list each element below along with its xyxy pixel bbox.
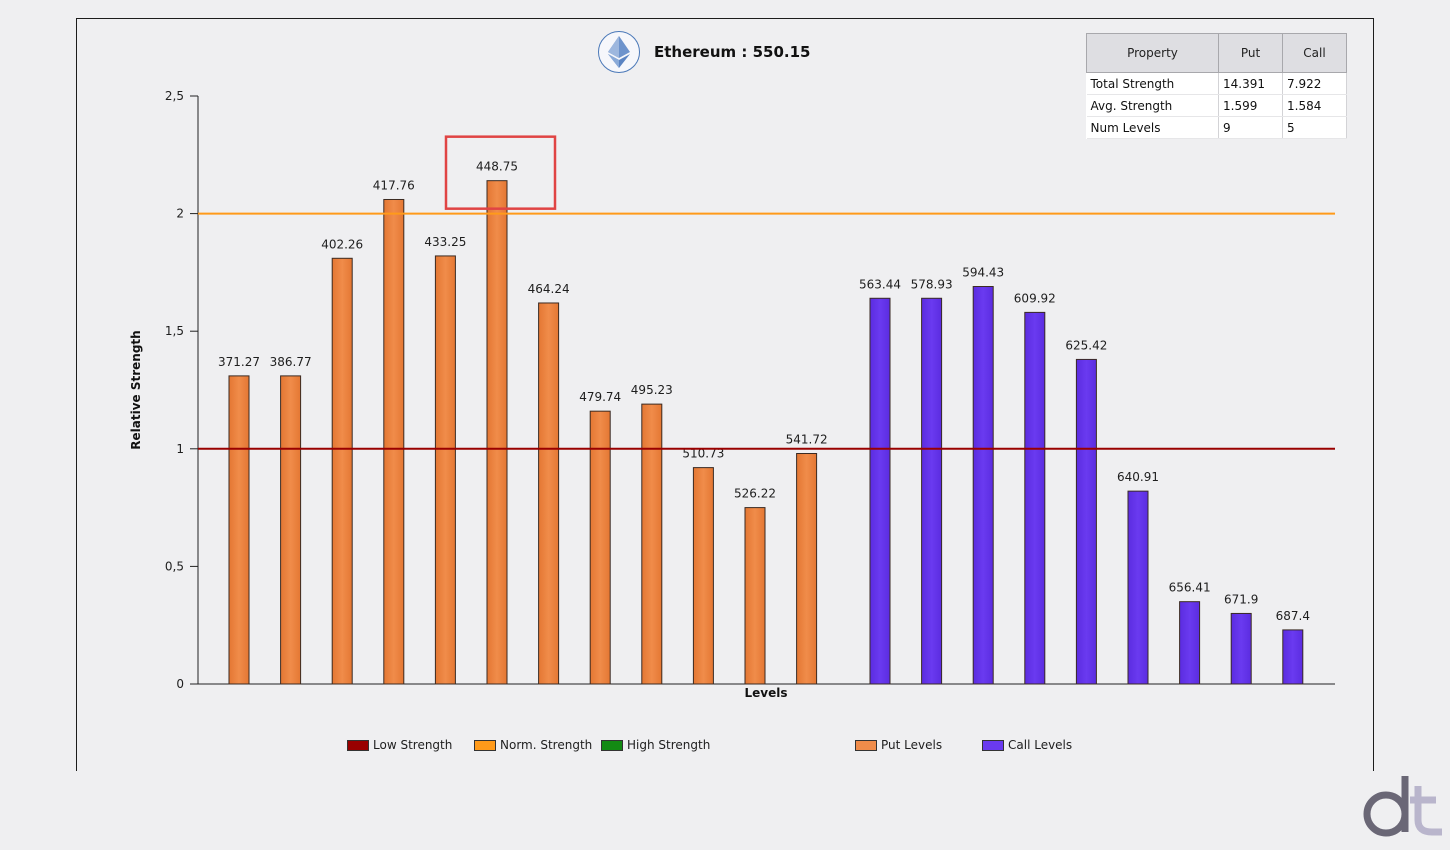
table-cell: 9	[1218, 116, 1283, 139]
y-tick-label: 2,5	[165, 89, 184, 103]
legend-label: Norm. Strength	[500, 738, 593, 752]
table-cell: Avg. Strength	[1086, 94, 1219, 117]
column-header-put: Put	[1218, 33, 1283, 73]
call-bar	[1230, 612, 1252, 685]
y-tick-label: 0,5	[165, 559, 184, 573]
put-bar	[641, 403, 663, 685]
table-cell: 1.599	[1218, 94, 1283, 117]
legend-swatch	[474, 739, 496, 751]
table-cell: 14.391	[1218, 72, 1283, 95]
chart-legend: Low Strength Norm. Strength High Strengt…	[0, 738, 1450, 754]
put-bar	[692, 467, 714, 685]
bar-data-label: 386.77	[270, 355, 312, 369]
highlight-box	[444, 135, 557, 210]
legend-item-put-levels: Put Levels	[855, 738, 942, 752]
legend-item-low-strength: Low Strength	[347, 738, 452, 752]
legend-swatch	[347, 739, 369, 751]
bar-data-label: 541.72	[786, 433, 828, 447]
call-bar	[869, 297, 891, 685]
stats-table: Property Put Call Total Strength 14.391 …	[1086, 33, 1347, 139]
bar-data-label: 495.23	[631, 383, 673, 397]
y-tick-label: 2	[176, 207, 184, 221]
call-bar	[1282, 629, 1304, 685]
bar-data-label: 479.74	[579, 390, 621, 404]
table-cell: 5	[1282, 116, 1347, 139]
x-axis-title: Levels	[744, 686, 787, 700]
bar-data-label: 625.42	[1065, 338, 1107, 352]
call-bar	[1024, 311, 1046, 685]
legend-label: Call Levels	[1008, 738, 1073, 752]
chart-header: Ethereum : 550.15	[598, 30, 810, 74]
put-bar	[486, 180, 508, 685]
bar-data-label: 563.44	[859, 277, 901, 291]
bar-data-label: 578.93	[911, 277, 953, 291]
bar-data-label: 402.26	[321, 237, 363, 251]
put-bar	[744, 507, 766, 685]
y-tick-label: 1,5	[165, 324, 184, 338]
call-bar	[1075, 358, 1097, 685]
chart-title: Ethereum : 550.15	[654, 43, 811, 61]
table-cell: 1.584	[1282, 94, 1347, 117]
put-bar	[796, 453, 818, 685]
table-row: Num Levels 9 5	[1086, 116, 1347, 139]
call-bar	[972, 286, 994, 685]
legend-item-high-strength: High Strength	[601, 738, 710, 752]
chart-frame	[76, 18, 1374, 771]
table-row: Total Strength 14.391 7.922	[1086, 72, 1347, 95]
legend-swatch	[855, 739, 877, 751]
bar-data-label: 526.22	[734, 487, 776, 501]
call-bar	[921, 297, 943, 685]
legend-label: Put Levels	[881, 738, 943, 752]
bar-data-label: 640.91	[1117, 470, 1159, 484]
legend-item-call-levels: Call Levels	[982, 738, 1072, 752]
table-row: Avg. Strength 1.599 1.584	[1086, 94, 1347, 117]
column-header-property: Property	[1086, 33, 1219, 73]
bar-data-label: 433.25	[424, 235, 466, 249]
put-bar	[434, 255, 456, 685]
bar-data-label: 510.73	[682, 447, 724, 461]
table-cell: 7.922	[1282, 72, 1347, 95]
y-tick-label: 0	[176, 677, 184, 691]
bar-data-label: 371.27	[218, 355, 260, 369]
table-cell: Num Levels	[1086, 116, 1219, 139]
dt-logo	[1363, 776, 1442, 837]
legend-label: High Strength	[627, 738, 711, 752]
bar-data-label: 609.92	[1014, 291, 1056, 305]
bar-data-label: 687.4	[1276, 609, 1310, 623]
put-bar	[383, 198, 405, 685]
put-bar	[228, 375, 250, 685]
bar-data-label: 417.76	[373, 178, 415, 192]
legend-label: Low Strength	[373, 738, 453, 752]
bar-data-label: 671.9	[1224, 592, 1258, 606]
bar-data-label: 448.75	[476, 160, 518, 174]
call-bar	[1127, 490, 1149, 685]
y-tick-label: 1	[176, 442, 184, 456]
legend-item-norm-strength: Norm. Strength	[474, 738, 592, 752]
bar-data-label: 594.43	[962, 266, 1004, 280]
put-bar	[538, 302, 560, 685]
bar-data-label: 656.41	[1169, 581, 1211, 595]
bar-data-label: 464.24	[528, 282, 570, 296]
table-cell: Total Strength	[1086, 72, 1219, 95]
ethereum-icon	[598, 31, 640, 73]
put-bar	[280, 375, 302, 685]
y-axis-title: Relative Strength	[129, 330, 143, 449]
put-bar	[331, 257, 353, 685]
legend-swatch	[982, 739, 1004, 751]
column-header-call: Call	[1282, 33, 1347, 73]
put-bar	[589, 410, 611, 685]
stats-table-header: Property Put Call	[1086, 33, 1347, 73]
legend-swatch	[601, 739, 623, 751]
call-bar	[1179, 601, 1201, 685]
